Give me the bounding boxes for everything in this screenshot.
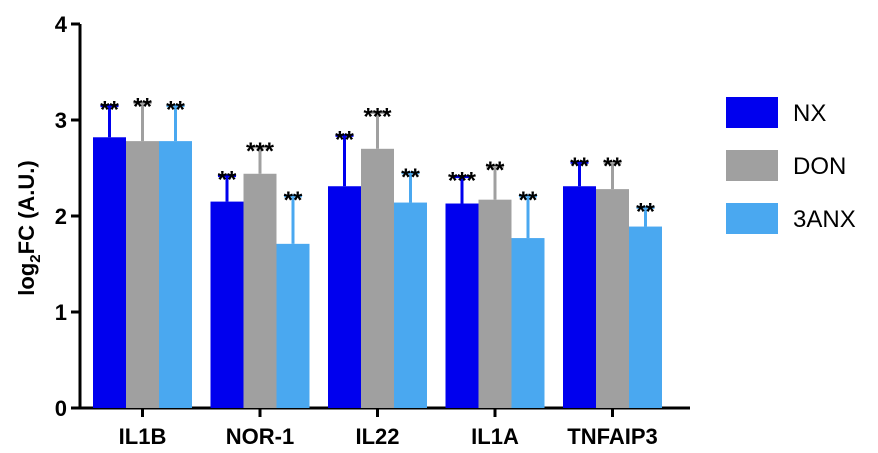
significance-label: ** (570, 153, 589, 180)
y-tick-label: 2 (55, 204, 67, 229)
significance-label: *** (246, 138, 275, 165)
significance-label: ** (218, 167, 237, 194)
bar-don-il1a (478, 199, 512, 408)
legend-label-nx: NX (793, 100, 826, 127)
legend-swatch-3anx (726, 203, 778, 234)
bar-don-il22 (361, 148, 394, 409)
bar-nx-il1b (93, 137, 126, 408)
legend-label-3anx: 3ANX (793, 206, 856, 233)
x-tick-label: IL22 (355, 424, 399, 449)
bar-3anx-il1a (511, 238, 545, 408)
legend: NX DON 3ANX (726, 97, 856, 234)
legend-swatch-nx (726, 97, 778, 128)
significance-label: ** (603, 153, 622, 180)
significance-label: ** (133, 94, 152, 121)
significance-label: *** (448, 168, 477, 195)
y-axis-label: log2FC (A.U.) (14, 160, 44, 295)
significance-label: ** (166, 97, 185, 124)
bar-nx-il22 (328, 186, 361, 408)
significance-label: ** (335, 126, 354, 153)
bar-nx-tnfaip3 (563, 186, 596, 408)
x-tick-label: IL1A (471, 424, 519, 449)
bar-nx-nor-1 (210, 201, 244, 408)
significance-label: *** (363, 103, 392, 130)
bar-3anx-nor-1 (276, 243, 310, 408)
bars: ** ** **************** *** ****** **** (93, 94, 662, 409)
significance-label: ** (486, 157, 505, 184)
significance-label: ** (519, 187, 538, 214)
significance-label: ** (401, 164, 420, 191)
y-tick-label: 3 (55, 108, 67, 133)
y-axis-title: log2FC (A.U.) (14, 160, 44, 295)
bar-don-il1b (126, 141, 159, 408)
legend-label-don: DON (793, 153, 846, 180)
x-tick-labels: IL1B NOR-1 IL22 IL1A TNFAIP3 (119, 424, 658, 449)
legend-swatch-don (726, 150, 778, 181)
significance-label: ** (100, 97, 119, 124)
significance-label: ** (636, 198, 655, 225)
y-tick-label: 0 (55, 396, 67, 421)
x-tick-label: IL1B (119, 424, 167, 449)
y-tick-label: 4 (55, 12, 68, 37)
bar-don-tnfaip3 (596, 189, 629, 408)
bar-3anx-tnfaip3 (629, 226, 662, 408)
x-tick-label: TNFAIP3 (567, 424, 657, 449)
bar-nx-il1a (445, 203, 479, 408)
significance-label: ** (284, 187, 303, 214)
bar-don-nor-1 (243, 173, 277, 408)
y-tick-label: 1 (55, 300, 67, 325)
x-tick-label: NOR-1 (226, 424, 294, 449)
bar-3anx-il1b (159, 141, 192, 408)
bar-3anx-il22 (394, 202, 427, 408)
